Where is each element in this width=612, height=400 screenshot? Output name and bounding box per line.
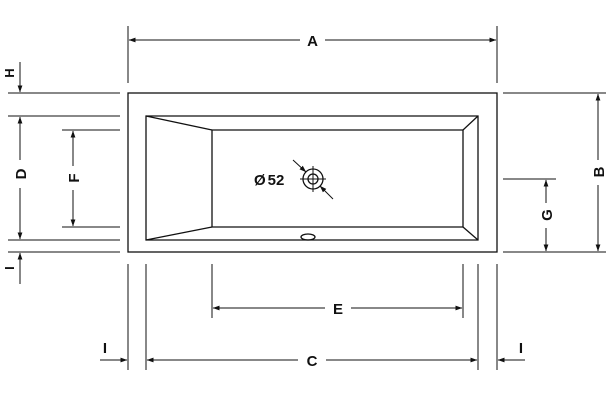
dim-e-label: E — [333, 301, 343, 318]
dimension-d: D — [13, 116, 30, 240]
diameter-value: 52 — [268, 172, 285, 189]
foot-slope-top — [462, 115, 479, 131]
drain-diameter-label: Ø 52 — [254, 172, 284, 189]
overflow-outlet — [300, 233, 316, 241]
drain-symbol: Ø 52 — [254, 159, 334, 200]
dim-c-label: C — [307, 353, 318, 370]
dim-i-bottom-right-label: I — [519, 340, 523, 357]
dimension-c: C — [145, 264, 479, 370]
dimension-g: G — [539, 179, 556, 252]
dim-g-label: G — [539, 209, 556, 221]
backrest-slope-top — [145, 115, 213, 131]
foot-slope-bottom — [462, 226, 479, 241]
right-extension-lines — [503, 92, 606, 253]
diameter-symbol: Ø — [254, 172, 266, 189]
dimension-i-bottom-right: I — [496, 264, 525, 370]
dim-i-left-vertical-label: I — [2, 266, 17, 270]
dimension-i-left-vertical: I — [2, 252, 23, 284]
dimension-a: A — [127, 26, 498, 83]
tub-outer-rim — [127, 92, 498, 253]
dim-b-label: B — [591, 166, 608, 177]
dim-d-label: D — [13, 168, 30, 179]
left-extension-lines — [8, 92, 120, 253]
dimension-h: H — [2, 62, 23, 93]
tub-inner-top-rim — [145, 115, 479, 241]
drain-diameter-leader-a — [292, 159, 307, 173]
dimension-f: F — [66, 130, 83, 227]
tub-inner-basin-floor — [211, 129, 464, 228]
backrest-slope-bottom — [145, 226, 213, 241]
bathtub-outline — [127, 92, 498, 253]
dimension-i-bottom-left: I — [100, 264, 176, 370]
dim-f-label: F — [66, 173, 83, 182]
dim-i-bottom-left-label: I — [103, 340, 107, 357]
dim-h-label: H — [2, 68, 17, 77]
dimension-b: B — [591, 93, 608, 252]
dimension-e: E — [211, 264, 464, 318]
drain-diameter-leader-b — [319, 185, 334, 200]
dim-a-label: A — [307, 33, 318, 50]
